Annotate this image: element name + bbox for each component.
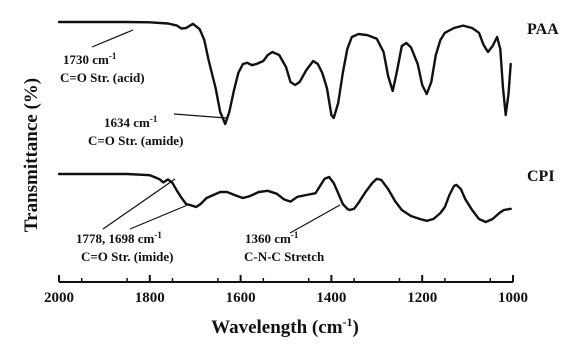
x-tick-label-1000: 1000: [498, 290, 528, 306]
leader-1634: [173, 113, 227, 119]
x-tick-label-1600: 1600: [226, 290, 256, 306]
x-axis-label: Wavelength (cm-1): [211, 315, 359, 338]
x-tick-label-2000: 2000: [44, 290, 74, 306]
annotation-leaders: [91, 29, 341, 234]
annotation-1778-1698-label: C=O Str. (imide): [81, 249, 174, 264]
leader-1698: [129, 203, 191, 230]
leader-1730: [91, 29, 134, 48]
annotation-1634-label: C=O Str. (amide): [88, 133, 183, 148]
annotation-1730-wavenumber: 1730 cm-1: [63, 51, 117, 67]
annotation-1634-wavenumber: 1634 cm-1: [104, 114, 158, 130]
annotation-1360-wavenumber: 1360 cm-1: [245, 230, 299, 246]
curves-layer: [57, 20, 512, 224]
x-tick-label-1400: 1400: [316, 290, 346, 306]
x-tick-label-1800: 1800: [135, 290, 165, 306]
x-axis: 2000 1800 1600 1400 1200 1000: [44, 275, 528, 306]
series-label-cpi: CPI: [527, 168, 555, 185]
leader-1360: [289, 204, 341, 234]
y-axis-label: Transmittance (%): [21, 78, 42, 232]
x-tick-label-1200: 1200: [407, 290, 437, 306]
leader-1778: [102, 178, 176, 230]
annotation-1360-label: C-N-C Stretch: [244, 249, 325, 264]
series-label-paa: PAA: [527, 21, 559, 38]
series-line-paa: [57, 20, 512, 126]
annotation-1730-label: C=O Str. (acid): [60, 70, 145, 85]
annotation-1778-1698-wavenumber: 1778, 1698 cm-1: [76, 230, 162, 246]
series-line-cpi: [57, 172, 512, 224]
